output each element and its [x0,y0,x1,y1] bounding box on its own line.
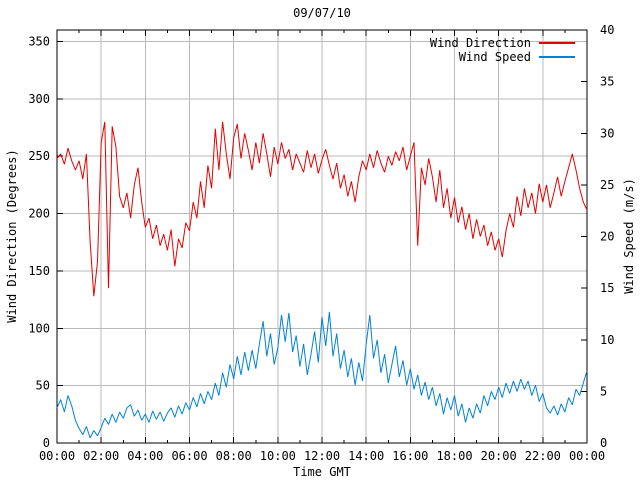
x-tick-label: 10:00 [260,449,296,463]
legend-swatch-wind-direction-line [539,42,575,44]
legend-label-wind-speed: Wind Speed [458,50,531,64]
x-tick-label: 02:00 [83,449,119,463]
y-right-tick-label: 5 [600,384,607,398]
x-axis-label: Time GMT [293,465,351,479]
y-left-tick-label: 350 [28,34,50,48]
legend-item-wind-speed: Wind Speed [459,50,575,64]
series-line-wind-direction [56,121,588,297]
legend-label-wind-direction: Wind Direction [429,36,531,50]
chart-title: 09/07/10 [293,6,351,20]
x-tick-label: 18:00 [436,449,472,463]
y-right-tick-label: 25 [600,178,614,192]
y-right-tick-label: 20 [600,230,614,244]
y-right-tick-label: 10 [600,333,614,347]
y-right-tick-label: 15 [600,281,614,295]
y-left-tick-label: 0 [43,436,50,450]
x-tick-label: 00:00 [39,449,75,463]
legend-item-wind-direction: Wind Direction [430,36,575,50]
y-left-tick-label: 200 [28,207,50,221]
y-left-tick-label: 300 [28,92,50,106]
y-right-tick-label: 0 [600,436,607,450]
x-tick-label: 06:00 [171,449,207,463]
x-tick-label: 22:00 [525,449,561,463]
y-right-tick-label: 40 [600,23,614,37]
y-left-tick-label: 250 [28,149,50,163]
y-right-tick-label: 35 [600,75,614,89]
x-tick-label: 08:00 [216,449,252,463]
legend-swatch-wind-speed-line [539,56,575,58]
y-left-tick-label: 50 [36,379,50,393]
x-tick-label: 12:00 [304,449,340,463]
legend: Wind Direction Wind Speed [0,36,575,64]
x-tick-label: 20:00 [481,449,517,463]
x-tick-label: 00:00 [569,449,605,463]
x-tick-label: 04:00 [127,449,163,463]
x-tick-label: 16:00 [392,449,428,463]
y-right-tick-label: 30 [600,126,614,140]
series-line-wind-speed [56,311,588,439]
x-tick-label: 14:00 [348,449,384,463]
y-left-tick-label: 100 [28,321,50,335]
y-left-tick-label: 150 [28,264,50,278]
